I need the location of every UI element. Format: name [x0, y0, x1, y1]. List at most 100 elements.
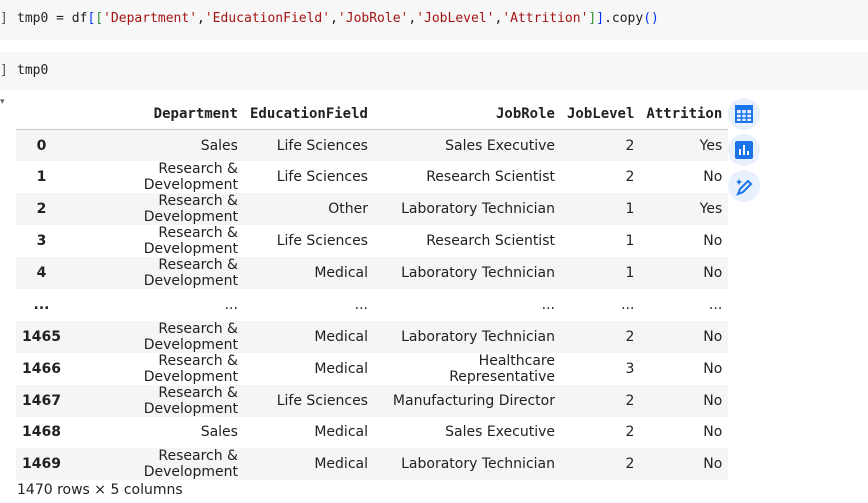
code-token: 'JobRole': [337, 11, 409, 26]
table-cell: Research & Development: [66, 320, 244, 353]
code-token: tmp0 = df: [17, 11, 88, 26]
table-row: 1468 Sales Medical Sales Executive 2 No: [16, 417, 728, 448]
table-cell: 1: [560, 257, 641, 290]
code-token: 'Department': [103, 11, 198, 26]
table-icon: [735, 105, 753, 123]
table-cell: No: [703, 360, 723, 377]
table-cell: ...: [541, 297, 555, 314]
chart-icon: [735, 141, 753, 159]
table-cell: ...: [354, 297, 368, 314]
table-cell: 3: [625, 360, 635, 377]
table-cell: No: [640, 320, 729, 353]
table-cell: Research & Development: [143, 161, 238, 194]
table-cell: Research & Development: [143, 225, 238, 258]
row-index: 1467: [16, 384, 67, 417]
header-row: Department EducationField JobRole JobLev…: [16, 98, 729, 130]
row-index: ...: [33, 297, 50, 314]
code-cell-2[interactable]: ] tmp0: [0, 52, 868, 90]
table-cell: Research Scientist: [426, 233, 555, 250]
chart-suggestion-button[interactable]: [728, 134, 760, 166]
table-cell: 2: [560, 448, 641, 481]
table-cell: Research & Development: [66, 257, 244, 290]
cell-bracket: ]: [0, 63, 8, 78]
code-token: ]: [588, 11, 597, 26]
table-cell: Sales Executive: [445, 424, 555, 441]
table-cell: Laboratory Technician: [373, 320, 561, 353]
table-cell: Yes: [640, 193, 729, 226]
output-collapse-icon[interactable]: ▾: [0, 97, 5, 107]
code-token: ]: [596, 11, 605, 26]
table-cell: ...: [224, 297, 238, 314]
code-token: ,: [494, 11, 503, 26]
row-index: 1469: [16, 448, 67, 481]
table-cell: Research & Development: [143, 352, 238, 385]
table-cell: No: [703, 424, 723, 441]
code-editor[interactable]: tmp0: [17, 63, 49, 78]
column-header-index: [16, 98, 67, 130]
table-cell: Research & Development: [66, 448, 244, 481]
column-header: EducationField: [243, 98, 374, 130]
row-index: 1466: [22, 360, 61, 377]
table-cell: 2: [560, 320, 641, 353]
table-cell: Research & Development: [66, 193, 244, 226]
table-row: 1 Research & Development Life Sciences Rese…: [16, 161, 728, 193]
table-row: 0 Sales Life Sciences Sales Executive 2 Yes: [16, 129, 729, 162]
dataframe-table: Department EducationField JobRole JobLev…: [16, 98, 729, 481]
table-cell: Sales: [66, 129, 244, 162]
table-cell: Laboratory Technician: [373, 448, 561, 481]
row-index: 3: [36, 233, 47, 250]
row-index: 4: [16, 257, 67, 290]
code-token: 'JobLevel': [416, 11, 495, 26]
table-cell: Laboratory Technician: [373, 257, 561, 290]
table-cell: Yes: [640, 129, 729, 162]
table-cell: Research & Development: [66, 384, 244, 417]
table-cell: No: [703, 233, 723, 250]
row-index: 1468: [22, 424, 61, 441]
table-cell: Life Sciences: [243, 129, 374, 162]
table-cell: Life Sciences: [276, 233, 368, 250]
column-header: Attrition: [640, 98, 729, 130]
table-cell: Research Scientist: [426, 169, 555, 186]
code-token: (): [643, 11, 659, 26]
table-cell: Medical: [243, 257, 374, 290]
table-cell: No: [640, 257, 729, 290]
table-cell: 2: [560, 129, 641, 162]
table-cell: ...: [621, 297, 635, 314]
code-editor[interactable]: tmp0 = df[['Department','EducationField'…: [17, 11, 659, 26]
table-cell: 1: [625, 233, 635, 250]
table-cell: Medical: [243, 320, 374, 353]
code-cell-1[interactable]: ] tmp0 = df[['Department','EducationFiel…: [0, 0, 868, 40]
table-cell: Manufacturing Director: [373, 384, 561, 417]
table-cell: Life Sciences: [276, 169, 368, 186]
table-row: 2 Research & Development Other Laboratory T…: [16, 193, 729, 226]
table-cell: Laboratory Technician: [373, 193, 561, 226]
table-row: 3 Research & Development Life Sciences Rese…: [16, 225, 728, 257]
table-view-button[interactable]: [728, 98, 760, 130]
table-cell: 2: [625, 169, 635, 186]
row-index: 2: [16, 193, 67, 226]
code-token: ,: [408, 11, 417, 26]
table-cell: ...: [708, 297, 723, 314]
code-token: .copy: [604, 11, 644, 26]
table-row: 1466 Research & Development Medical Healthc…: [16, 353, 728, 385]
table-footer: 1470 rows × 5 columns: [17, 482, 183, 498]
generate-code-button[interactable]: [728, 170, 760, 202]
table-cell: Other: [243, 193, 374, 226]
table-cell: No: [703, 169, 723, 186]
table-cell: Healthcare Representative: [449, 352, 555, 385]
column-header: JobRole: [373, 98, 561, 130]
table-cell: Medical: [314, 360, 368, 377]
table-cell: 2: [560, 384, 641, 417]
table-cell: 2: [625, 424, 635, 441]
table-cell: Sales Executive: [373, 129, 561, 162]
row-index: 0: [16, 129, 67, 162]
table-row: 4 Research & Development Medical Laboratory…: [16, 257, 729, 290]
table-cell: Medical: [243, 448, 374, 481]
table-cell: Sales: [200, 424, 238, 441]
code-token: [: [87, 11, 96, 26]
table-row: 1465 Research & Development Medical Laborat…: [16, 320, 729, 353]
code-token: ,: [330, 11, 338, 26]
column-header: Department: [66, 98, 244, 130]
code-token: 'EducationField': [204, 11, 331, 26]
table-cell: 1: [560, 193, 641, 226]
